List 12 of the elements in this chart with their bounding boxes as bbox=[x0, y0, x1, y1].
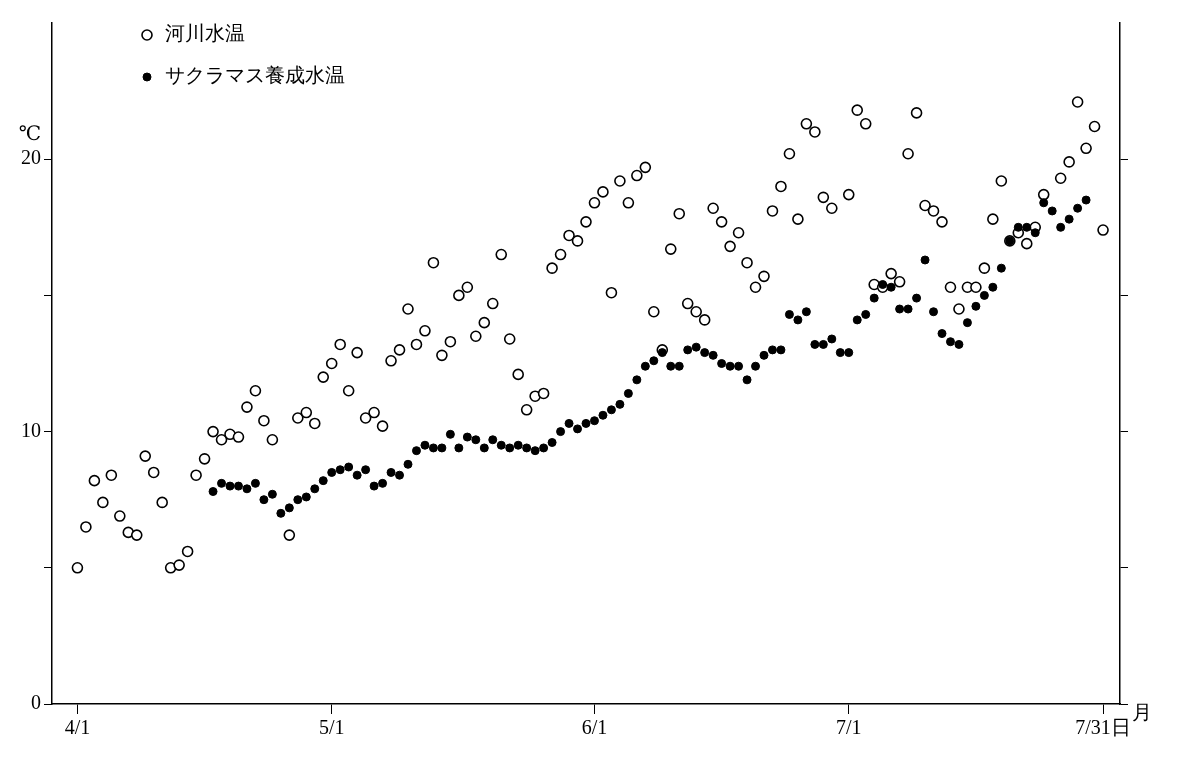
x-tick-label: 7/31日 bbox=[1075, 716, 1131, 739]
x-tick-label: 6/1 bbox=[581, 716, 608, 739]
y-tick-label: 0 bbox=[31, 691, 41, 714]
x-tick-label: 7/1 bbox=[835, 716, 862, 739]
legend-label: サクラマス養成水温 bbox=[165, 63, 345, 88]
legend-label: 河川水温 bbox=[165, 21, 245, 46]
y-axis-title: ℃ bbox=[18, 122, 42, 145]
x-axis-title: 月 bbox=[1132, 701, 1152, 724]
y-tick-label: 20 bbox=[21, 146, 41, 169]
x-tick-label: 4/1 bbox=[64, 716, 91, 739]
y-tick-label: 10 bbox=[21, 418, 41, 441]
x-tick-label: 5/1 bbox=[318, 716, 345, 739]
